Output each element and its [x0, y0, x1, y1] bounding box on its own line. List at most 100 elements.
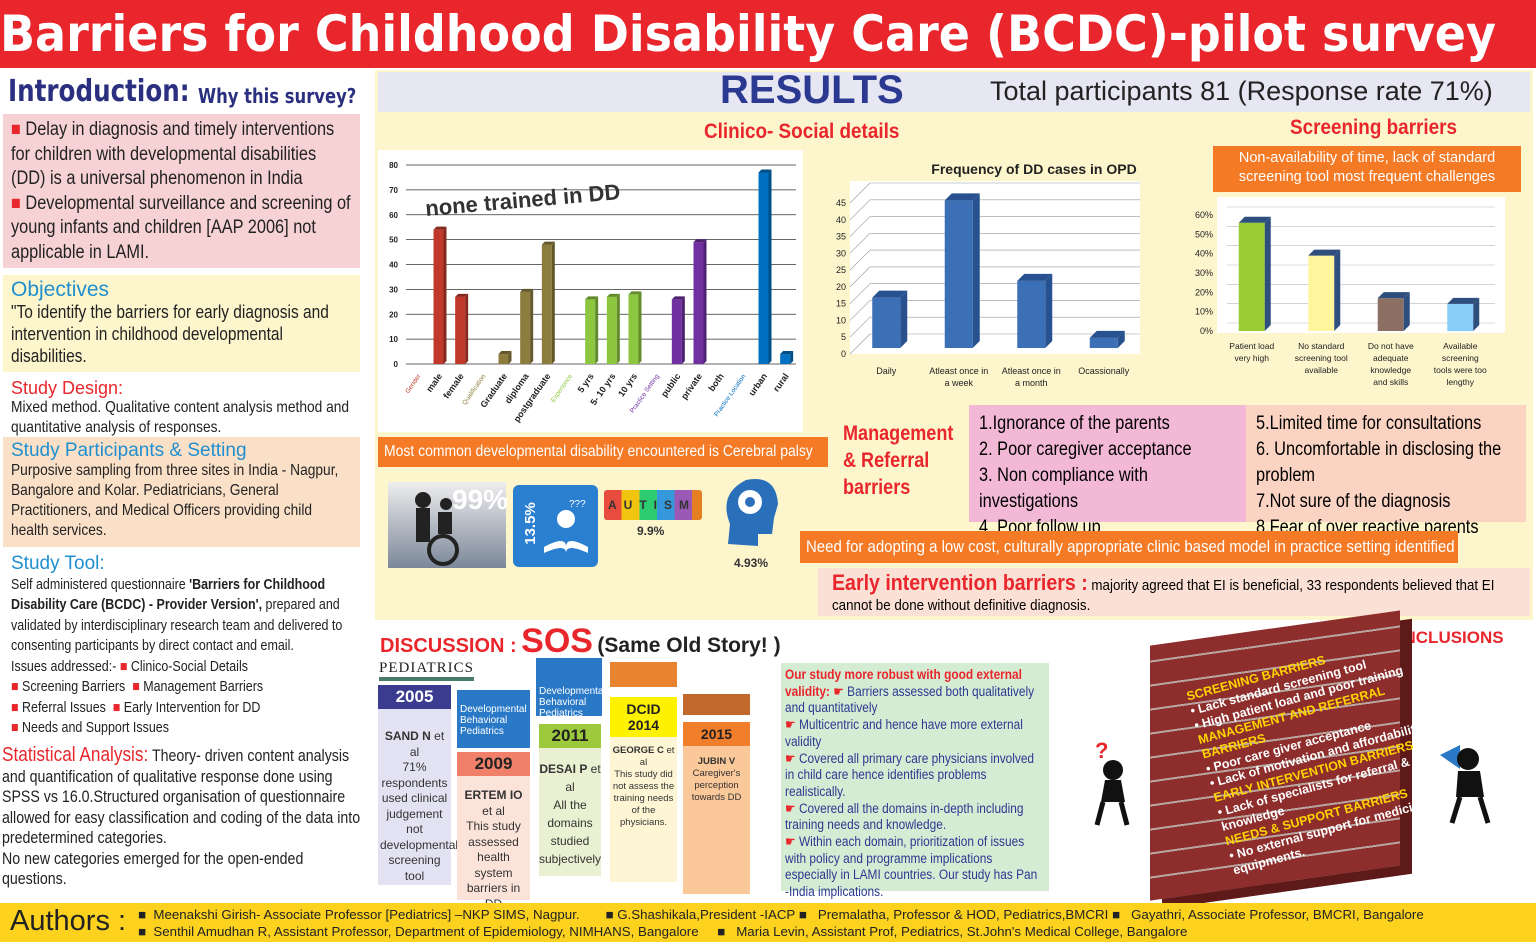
tool-box: Study Tool: Self administered questionna… [3, 550, 360, 743]
barrier-item: 3. Non compliance with investigations [979, 465, 1148, 512]
y-tick-label: 0 [841, 349, 846, 359]
y-tick-label: 60 [389, 211, 398, 220]
authors-list: ■ Meenakshi Girish- Associate Professor … [138, 907, 1424, 939]
bar-top [671, 296, 685, 300]
x-tick-label: urban [747, 371, 770, 397]
bullet: ■ [11, 192, 26, 214]
early-intervention-box: Early intervention barriers : majority a… [818, 568, 1530, 616]
discussion-heading: DISCUSSION : [380, 635, 517, 657]
jdbp-journal-logo: Developmental Behavioral Pediatrics [536, 658, 606, 719]
bar-side [530, 288, 534, 364]
card-year: 2011 [539, 724, 601, 748]
bar-top [498, 351, 512, 355]
robust-item: Barriers assessed both qualitatively and… [785, 683, 1035, 716]
issues-label: Issues addressed:- [11, 658, 117, 675]
jdbp-journal-logo: Developmental Behavioral Pediatrics [457, 690, 530, 748]
author: Premalatha, Professor & HOD, Pediatrics,… [817, 907, 1109, 922]
bar-side [1403, 292, 1410, 331]
gridline [849, 283, 871, 304]
stats-heading: Statistical Analysis: [2, 744, 149, 766]
gridline [849, 216, 871, 237]
bar-top [606, 293, 620, 297]
x-tick-label: tools were too [1434, 365, 1487, 375]
robust-item: Multicentric and hence have more externa… [785, 717, 1023, 749]
issue-item: Clinico-Social Details [130, 658, 248, 675]
author: Senthil Amudhan R, Assistant Professor, … [153, 924, 699, 939]
intro-subheading: Why this survey? [198, 84, 357, 108]
robust-heading: Our study more robust with good external… [785, 667, 1022, 699]
x-tick-label: Patient load [1229, 341, 1274, 351]
authors-bar: Authors : ■ Meenakshi Girish- Associate … [0, 903, 1536, 942]
y-tick-label: 30 [836, 248, 846, 258]
x-tick-label: No standard [1298, 341, 1345, 351]
timeline-card: DCID 2014 GEORGE C et al This study did no… [610, 697, 677, 882]
x-tick-label: a week [944, 378, 973, 388]
head-gear-icon [718, 474, 780, 552]
model-banner: Need for adopting a low cost, culturally… [800, 531, 1458, 563]
pediatrics-journal-logo: PEDIATRICS [379, 660, 475, 681]
svg-text:???: ??? [569, 499, 586, 510]
bar-top [1447, 297, 1480, 304]
barrier-item: 7.Not sure of the diagnosis [1256, 491, 1451, 512]
y-tick-label: 35 [836, 232, 846, 242]
bar [1238, 222, 1265, 331]
card-author: SAND N [384, 729, 431, 743]
robust-item: Covered all primary care physicians invo… [785, 750, 1035, 799]
issue-item: Needs and Support Issues [22, 720, 169, 736]
x-tick-label: Atleast once in [1002, 366, 1061, 376]
x-tick-label: and skills [1373, 377, 1408, 387]
card-author: GEORGE C [612, 745, 664, 756]
poster-title: Barriers for Childhood Disability Care (… [0, 0, 1536, 68]
bar [1017, 280, 1046, 348]
y-tick-label: 5 [841, 332, 846, 342]
stat-value: 99% [452, 484, 509, 515]
participants-text: Purposive sampling from three sites in I… [11, 462, 339, 539]
results-heading: RESULTS [720, 68, 904, 112]
issue-item: Management Barriers [143, 679, 264, 695]
x-tick-label: screening [1442, 353, 1479, 363]
participants-total: Total participants 81 (Response rate 71%… [990, 76, 1493, 106]
bar [758, 172, 769, 364]
objectives-text: "To identify the barriers for early diag… [11, 302, 329, 366]
bar [780, 354, 791, 364]
early-text: majority agreed that EI is beneficial, 3… [832, 577, 1495, 614]
x-tick-label: Do not have [1368, 341, 1414, 351]
bar-side [1334, 249, 1341, 331]
bar-top [944, 193, 980, 201]
card-text: This study assessed health system barrie… [466, 819, 521, 911]
timeline-card: 2009 ERTEM IO et al This study assessed he… [457, 752, 530, 911]
y-tick-label: 15 [836, 299, 846, 309]
management-list-1: 1.Ignorance of the parents 2. Poor caregi… [969, 405, 1246, 538]
timeline-card: 2011 DESAI P et al All the domains studied… [539, 724, 601, 876]
screening-banner: Non-availability of time, lack of standa… [1213, 146, 1521, 192]
bar-side [790, 351, 794, 364]
bar-side [551, 241, 555, 364]
y-tick-label: 70 [389, 186, 398, 195]
stats-text2: No new categories emerged for the open-e… [2, 849, 304, 889]
bar-top [1308, 249, 1341, 256]
y-tick-label: 50 [389, 236, 398, 245]
gridline [849, 333, 871, 355]
bar-top [1089, 330, 1125, 338]
bar [1089, 337, 1118, 348]
group-label: Experience [550, 373, 575, 404]
results-header [378, 72, 1530, 112]
conclusions-heading: CONCLUSIONS [1378, 628, 1504, 647]
sos-heading: SOS [521, 622, 593, 660]
cp-banner: Most common developmental disability enc… [378, 437, 828, 467]
card-text: 71% respondents used clinical judgement … [380, 760, 459, 883]
gridline [849, 300, 871, 321]
design-box: Study Design: Mixed method. Qualitative … [3, 374, 360, 442]
bar-side [465, 293, 469, 364]
stats-text: Theory- driven content analysis and quan… [2, 747, 361, 847]
robust-item: Covered all the domains in-depth includi… [785, 800, 1024, 833]
bar-top [1238, 216, 1271, 223]
bar [944, 200, 973, 348]
y-tick-label: 30 [389, 285, 398, 294]
gridline [849, 266, 871, 288]
timeline-card: 2015 JUBIN V Caregiver's perception toward… [683, 722, 750, 894]
x-tick-label: adequate [1373, 353, 1409, 363]
card-text: This study did not assess the training n… [612, 769, 675, 828]
bar-top [455, 293, 469, 297]
y-tick-label: 10 [389, 335, 398, 344]
